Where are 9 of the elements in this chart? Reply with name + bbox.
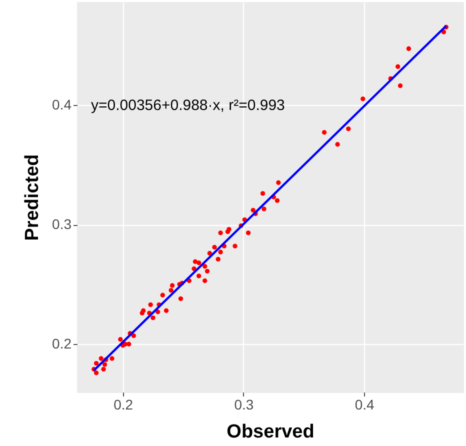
x-tick-label: 0.4 xyxy=(354,396,375,412)
annotation: y=0.00356+0.988·x, r²=0.993 xyxy=(91,97,285,114)
x-tick-label: 0.2 xyxy=(114,396,134,412)
y-tick-label: 0.3 xyxy=(52,216,72,232)
y-axis-title: Predicted xyxy=(22,154,44,241)
y-tick-label: 0.4 xyxy=(52,96,72,112)
y-tick-label: 0.2 xyxy=(52,336,72,352)
x-tick-label: 0.3 xyxy=(234,396,254,412)
x-axis-title: Observed xyxy=(226,422,314,442)
